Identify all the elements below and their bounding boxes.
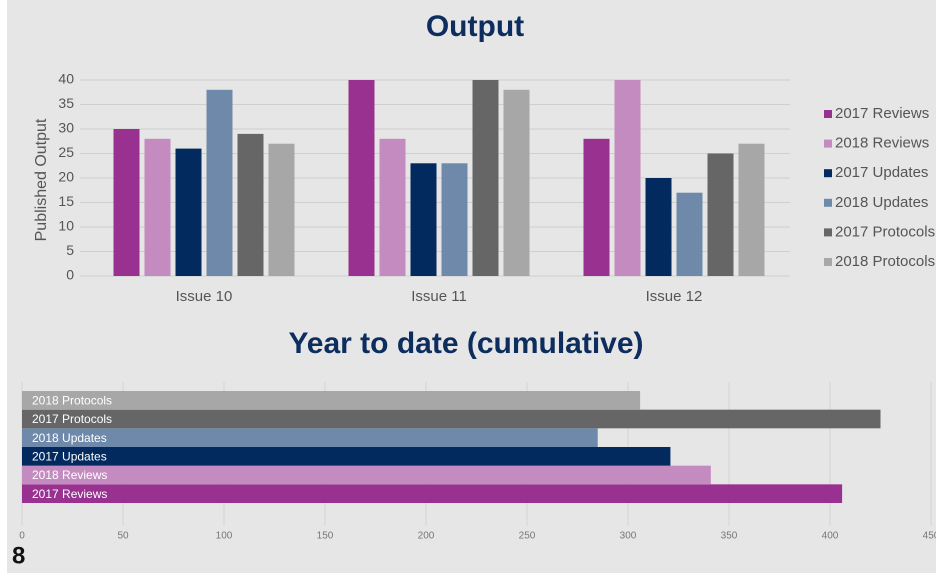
bar xyxy=(645,178,672,276)
y-tick-label: 10 xyxy=(58,218,74,234)
legend-label: 2017 Protocols xyxy=(835,223,935,240)
x-tick-label: Issue 10 xyxy=(176,288,233,305)
bar xyxy=(348,80,375,276)
x-tick-label: 0 xyxy=(19,531,25,542)
bar-label: 2018 Protocols xyxy=(32,394,112,408)
bar xyxy=(144,138,171,276)
x-tick-label: 100 xyxy=(216,531,233,542)
bar-label: 2017 Reviews xyxy=(32,487,107,501)
legend-swatch xyxy=(824,258,832,266)
x-tick-label: 450 xyxy=(923,531,936,542)
bar xyxy=(441,163,468,276)
y-tick-label: 25 xyxy=(58,144,74,160)
left-border xyxy=(0,0,7,573)
chart-title: Year to date (cumulative) xyxy=(288,327,643,360)
legend-swatch xyxy=(824,110,832,118)
x-tick-label: Issue 11 xyxy=(411,288,467,305)
x-tick-label: 400 xyxy=(822,531,839,542)
x-tick-label: 300 xyxy=(620,531,637,542)
bar-label: 2017 Protocols xyxy=(32,412,112,426)
bar xyxy=(583,138,610,276)
legend-swatch xyxy=(824,139,832,148)
legend-label: 2017 Reviews xyxy=(835,105,929,122)
x-tick-label: 150 xyxy=(317,531,334,542)
bar xyxy=(22,391,641,410)
bar xyxy=(175,148,202,276)
legend-swatch xyxy=(824,198,832,207)
chart-title: Output xyxy=(426,10,524,43)
legend-label: 2017 Updates xyxy=(835,164,928,181)
y-tick-label: 40 xyxy=(58,71,74,87)
y-tick-label: 20 xyxy=(58,169,74,185)
y-tick-label: 15 xyxy=(58,193,74,209)
x-tick-label: Issue 12 xyxy=(646,288,703,305)
x-tick-label: 250 xyxy=(519,531,536,542)
bar xyxy=(113,129,140,276)
bar xyxy=(237,133,264,276)
bar-label: 2018 Updates xyxy=(32,431,107,445)
bar xyxy=(22,447,671,466)
bar xyxy=(22,428,598,447)
y-axis-label: Published Output xyxy=(33,118,50,241)
bar xyxy=(472,80,499,276)
bar xyxy=(206,89,233,276)
bar xyxy=(379,138,406,276)
bar xyxy=(22,465,711,485)
page-number: 8 xyxy=(12,542,25,569)
y-tick-label: 30 xyxy=(58,120,74,136)
legend-label: 2018 Protocols xyxy=(835,253,935,270)
y-tick-label: 5 xyxy=(66,242,74,258)
bar xyxy=(707,153,734,276)
x-tick-label: 50 xyxy=(117,531,129,542)
bar xyxy=(268,143,295,276)
bar xyxy=(503,89,530,276)
legend-swatch xyxy=(824,228,832,237)
x-tick-label: 350 xyxy=(721,531,738,542)
legend-label: 2018 Reviews xyxy=(835,135,929,152)
x-tick-label: 200 xyxy=(418,531,435,542)
bar xyxy=(676,192,703,276)
bar xyxy=(738,143,765,276)
y-tick-label: 35 xyxy=(58,95,74,111)
bar xyxy=(614,80,641,276)
bar-label: 2017 Updates xyxy=(32,450,107,464)
legend-swatch xyxy=(824,169,832,178)
bar xyxy=(22,409,881,429)
bar xyxy=(410,163,437,276)
bar xyxy=(22,484,843,503)
bar-label: 2018 Reviews xyxy=(32,468,107,482)
y-tick-label: 0 xyxy=(66,267,74,283)
legend-label: 2018 Updates xyxy=(835,194,928,211)
